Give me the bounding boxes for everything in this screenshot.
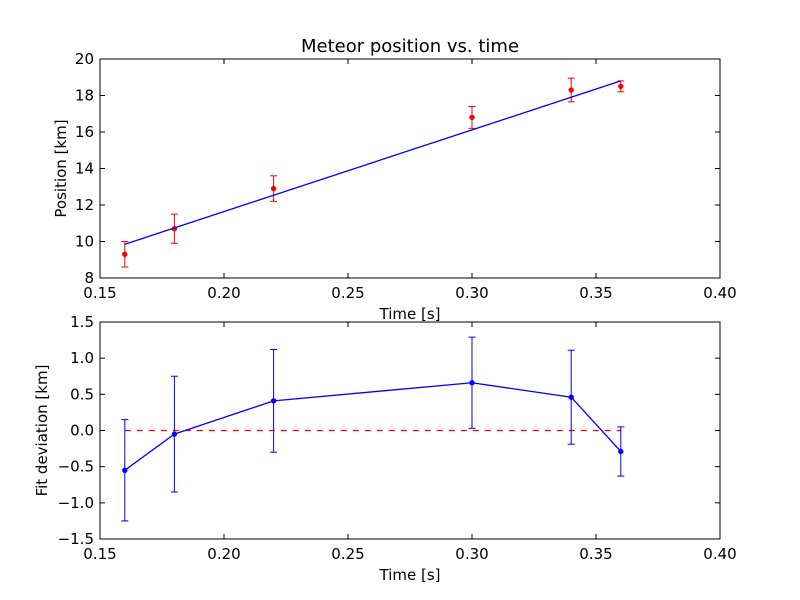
position-plot-marks: [121, 77, 625, 268]
position-plot-y-tick-label: 18: [75, 87, 94, 105]
position-plot-x-tick-label: 0.40: [703, 284, 736, 302]
deviation-plot-data-point: [568, 394, 574, 400]
deviation-plot-x-tick-label: 0.40: [703, 545, 736, 563]
position-plot-y-tick-label: 14: [75, 160, 94, 178]
position-plot-x-tick-label: 0.35: [579, 284, 612, 302]
deviation-plot-y-tick-label: 0.0: [70, 422, 94, 440]
position-plot-x-tick-label: 0.30: [455, 284, 488, 302]
deviation-plot-y-tick-label: −0.5: [58, 458, 94, 476]
deviation-plot-x-tick-label: 0.20: [207, 545, 240, 563]
deviation-plot-y-tick-label: 1.5: [70, 313, 94, 331]
position-plot-y-tick-label: 12: [75, 196, 94, 214]
position-plot-y-tick-label: 16: [75, 123, 94, 141]
position-plot-y-tick-label: 20: [75, 50, 94, 68]
deviation-plot-x-tick-label: 0.25: [331, 545, 364, 563]
position-plot-x-tick-label: 0.25: [331, 284, 364, 302]
position-plot-x-tick-label: 0.15: [83, 284, 116, 302]
position-plot-y-tick-label: 10: [75, 233, 94, 251]
deviation-plot-series-line: [124, 382, 622, 471]
deviation-plot-ticks: 0.15 0.20 0.25 0.30 0.35 0.40 −1.5 −1.0 −0.5 0.0 0…: [58, 313, 737, 563]
position-plot-data-point: [618, 83, 624, 90]
position-plot-data-point: [122, 251, 128, 257]
position-plot-x-axis-label: Time [s]: [379, 305, 441, 323]
position-plot-x-tick-label: 0.20: [207, 284, 240, 302]
deviation-plot-x-tick-label: 0.15: [83, 545, 116, 563]
deviation-plot-y-tick-label: 1.0: [70, 349, 94, 367]
deviation-plot-data-point: [469, 380, 475, 386]
deviation-plot-y-axis-label: Fit deviation [km]: [33, 365, 51, 497]
position-plot-data-point: [568, 87, 574, 93]
deviation-plot-y-tick-label: 0.5: [70, 385, 94, 403]
deviation-plot-y-tick-label: −1.0: [58, 494, 94, 512]
deviation-plot-data-point: [122, 467, 128, 473]
position-plot-ticks: 0.15 0.20 0.25 0.30 0.35 0.40 8 10 12 14 16 18 20: [75, 50, 737, 302]
deviation-plot-data-point: [171, 431, 178, 437]
deviation-plot-y-tick-label: −1.5: [58, 530, 94, 548]
position-plot-y-axis-label: Position [km]: [52, 119, 70, 217]
deviation-plot: 0.15 0.20 0.25 0.30 0.35 0.40 −1.5 −1.0 −0.5 0.0 0…: [33, 313, 737, 584]
deviation-plot-x-tick-label: 0.30: [455, 545, 488, 563]
deviation-plot-data-point: [270, 398, 277, 404]
position-plot-y-tick-label: 8: [84, 269, 94, 287]
deviation-plot-x-axis-label: Time [s]: [379, 566, 441, 584]
position-plot: Meteor position vs. time 0.15 0.20 0.25 0.3…: [52, 36, 737, 323]
deviation-plot-data-point: [618, 448, 624, 455]
deviation-plot-x-tick-label: 0.35: [579, 545, 612, 563]
chart-title: Meteor position vs. time: [301, 36, 519, 57]
position-plot-fit-line: [124, 80, 622, 245]
position-plot-data-point: [270, 185, 277, 192]
position-plot-data-point: [469, 114, 475, 121]
deviation-plot-marks: [121, 336, 625, 522]
